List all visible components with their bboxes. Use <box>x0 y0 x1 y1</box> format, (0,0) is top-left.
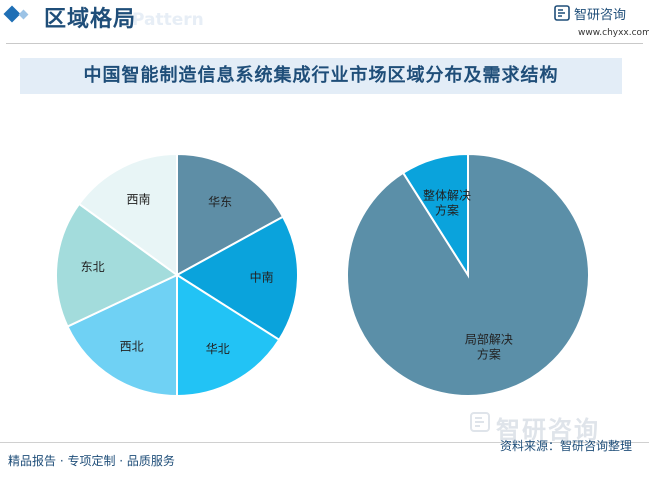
header-divider <box>6 43 643 44</box>
pie-label-局部解决方案: 局部解决方案 <box>465 332 513 362</box>
pie-label-整体解决方案: 整体解决方案 <box>423 187 471 217</box>
pattern-watermark-word: Pattern <box>132 10 204 30</box>
pie-slice-整体解决方案 <box>401 152 469 279</box>
pie-label-西南: 西南 <box>127 192 151 207</box>
pie-label-华东: 华东 <box>208 195 232 209</box>
page-header: 区域格局 Pattern 智研咨询 www.chyxx.com <box>0 0 649 44</box>
footer-brand-logo-icon <box>470 412 490 432</box>
footer-brand-watermark: 智研咨询 <box>496 416 600 444</box>
pie-slice-华北 <box>176 273 281 398</box>
pie-slice-东北 <box>55 202 179 328</box>
footer-divider <box>0 442 649 443</box>
pie-chart-2: 局部解决方案 整体解决方案 <box>346 152 590 397</box>
brand-logo-icon <box>554 5 570 21</box>
brand-url: www.chyxx.com <box>578 28 649 38</box>
pie-label-西北: 西北 <box>120 340 144 354</box>
pie-slice-西北 <box>66 273 178 398</box>
data-source: 资料来源：智研咨询整理 <box>500 439 633 453</box>
pie-slice-中南 <box>175 215 299 342</box>
pie-slice-华东 <box>176 152 285 277</box>
chart-banner-title: 中国智能制造信息系统集成行业市场区域分布及需求结构 <box>20 58 622 94</box>
pie-label-东北: 东北 <box>81 260 105 274</box>
section-title: 区域格局 <box>44 7 137 32</box>
pie-slice-西南 <box>77 152 178 277</box>
pie-label-中南: 中南 <box>250 270 274 285</box>
brand-name: 智研咨询 <box>574 8 627 23</box>
footer-slogan: 精品报告 · 专项定制 · 品质服务 <box>8 454 175 468</box>
pie-label-华北: 华北 <box>206 342 230 356</box>
